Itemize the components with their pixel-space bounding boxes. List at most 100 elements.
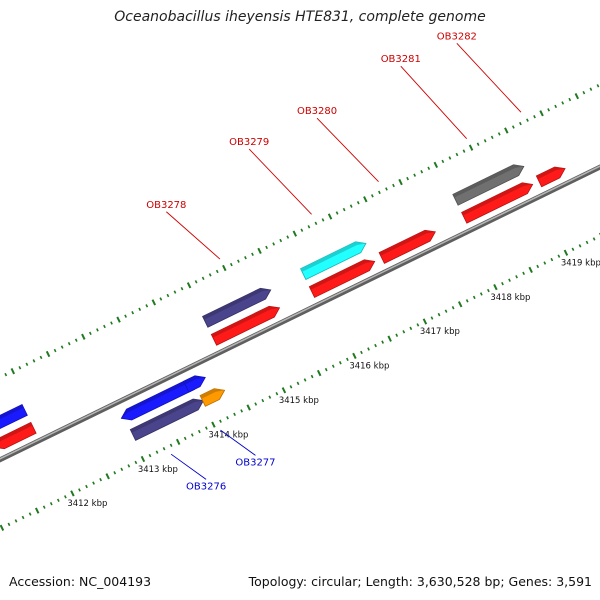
inner-tick-ring-tick bbox=[148, 453, 152, 458]
inner-tick-ring-tick bbox=[501, 281, 504, 286]
outer-tick-ring-tick bbox=[208, 273, 212, 277]
gene-arrow-bevel bbox=[130, 398, 204, 433]
outer-tick-ring-tick bbox=[4, 372, 8, 377]
outer-tick-ring-tick bbox=[18, 366, 22, 370]
gene-feature[interactable] bbox=[202, 287, 272, 328]
gene-label-ob3279[interactable]: OB3279 bbox=[229, 137, 312, 215]
outer-tick-ring-tick bbox=[406, 176, 409, 181]
outer-tick-ring-tick bbox=[88, 331, 92, 336]
inner-tick-ring-tick bbox=[281, 387, 287, 394]
inner-tick-ring-tick bbox=[303, 378, 307, 382]
gene-name: OB3279 bbox=[229, 137, 269, 148]
outer-tick-ring-tick bbox=[116, 316, 121, 323]
outer-tick-ring-tick bbox=[74, 338, 78, 342]
outer-tick-ring-tick bbox=[420, 170, 424, 174]
gene-label-ob3278[interactable]: OB3278 bbox=[146, 200, 221, 260]
gene-label-ob3277[interactable]: OB3277 bbox=[220, 429, 276, 468]
gene-name: OB3277 bbox=[235, 457, 275, 468]
inner-tick-ring-tick bbox=[457, 301, 463, 308]
gene-arrow-bevel bbox=[0, 422, 33, 442]
outer-tick-ring-tick bbox=[385, 187, 388, 191]
inner-tick-ring-tick bbox=[226, 416, 229, 420]
leader-line bbox=[170, 453, 207, 480]
gene-label-ob3276[interactable]: OB3276 bbox=[170, 453, 226, 492]
inner-tick-ring-tick bbox=[211, 421, 216, 428]
inner-tick-ring-tick bbox=[543, 261, 547, 265]
inner-tick-ring-tick bbox=[409, 326, 413, 331]
inner-tick-ring-tick bbox=[254, 402, 258, 406]
gene-feature[interactable] bbox=[461, 182, 534, 224]
inner-tick-ring-tick bbox=[387, 335, 392, 342]
inner-tick-ring-tick bbox=[7, 522, 11, 527]
outer-tick-ring-tick bbox=[151, 299, 157, 306]
gene-feature[interactable] bbox=[452, 164, 525, 206]
outer-tick-ring-tick bbox=[448, 156, 452, 160]
inner-tick-ring-tick bbox=[360, 350, 363, 355]
gene-feature[interactable] bbox=[308, 259, 376, 298]
outer-tick-ring-tick bbox=[441, 159, 445, 164]
gene-feature[interactable] bbox=[199, 388, 226, 407]
gene-feature[interactable] bbox=[183, 375, 206, 393]
inner-tick-ring-tick bbox=[557, 254, 561, 258]
inner-tick-ring-tick bbox=[331, 364, 335, 368]
gene-feature[interactable] bbox=[378, 229, 436, 264]
inner-tick-ring-tick bbox=[92, 481, 95, 485]
gene-label-ob3281[interactable]: OB3281 bbox=[381, 54, 468, 139]
inner-tick-ring-tick bbox=[316, 369, 322, 377]
gene-arrow-bevel bbox=[200, 388, 225, 399]
inner-tick-ring-tick bbox=[465, 299, 469, 303]
gene-feature[interactable] bbox=[0, 403, 28, 430]
outer-tick-ring-tick bbox=[378, 190, 381, 195]
inner-tick-ring-tick bbox=[275, 392, 279, 396]
inner-tick-ring-tick bbox=[246, 404, 251, 411]
gene-arrow-bevel bbox=[536, 166, 566, 180]
outer-tick-ring-tick bbox=[201, 276, 205, 281]
outer-tick-ring-tick bbox=[145, 304, 149, 308]
outer-tick-ring-tick bbox=[286, 235, 290, 239]
scale-label: 3419 kbp bbox=[561, 258, 600, 268]
gene-feature[interactable] bbox=[129, 398, 205, 441]
gene-arrow-bevel bbox=[452, 164, 524, 198]
outer-tick-ring-tick bbox=[349, 204, 353, 208]
inner-tick-ring-tick bbox=[70, 490, 75, 497]
inner-tick-ring-tick bbox=[42, 505, 46, 509]
inner-tick-ring-tick bbox=[268, 395, 272, 399]
inner-tick-ring-tick bbox=[493, 283, 498, 291]
inner-tick-ring-tick bbox=[374, 343, 377, 348]
gene-feature[interactable] bbox=[0, 421, 37, 450]
inner-tick-ring-tick bbox=[296, 381, 300, 386]
gene-label-ob3282[interactable]: OB3282 bbox=[437, 31, 522, 113]
outer-tick-ring-tick bbox=[363, 196, 368, 203]
backbone-highlight bbox=[0, 165, 600, 460]
inner-tick-ring-tick bbox=[134, 460, 138, 465]
inner-tick-ring-tick bbox=[522, 271, 526, 276]
inner-tick-ring-tick bbox=[402, 330, 406, 334]
outer-tick-ring-tick bbox=[166, 293, 170, 298]
gene-feature[interactable] bbox=[300, 241, 367, 280]
leader-line bbox=[166, 211, 221, 260]
gene-label-ob3280[interactable]: OB3280 bbox=[297, 106, 379, 182]
outer-tick-ring-tick bbox=[131, 311, 135, 315]
outer-tick-ring-tick bbox=[279, 238, 283, 243]
gene-arrow-bevel bbox=[300, 241, 366, 272]
gene-arrow bbox=[378, 229, 436, 264]
gene-feature[interactable] bbox=[210, 305, 281, 346]
leader-line bbox=[220, 429, 256, 456]
accession-text: Accession: NC_004193 bbox=[9, 574, 152, 589]
scale-label: 3418 kbp bbox=[490, 293, 530, 303]
outer-tick-ring-tick bbox=[596, 84, 600, 88]
gene-feature[interactable] bbox=[535, 166, 566, 188]
leader-line bbox=[400, 65, 468, 139]
outer-tick-ring-tick bbox=[539, 110, 544, 117]
inner-tick-ring-tick bbox=[536, 264, 540, 269]
outer-tick-ring-tick bbox=[81, 333, 86, 340]
inner-tick-ring-tick bbox=[120, 467, 124, 472]
gene-name: OB3280 bbox=[297, 106, 337, 117]
outer-tick-ring-tick bbox=[103, 324, 106, 329]
leader-line bbox=[456, 43, 522, 113]
inner-tick-ring-tick bbox=[190, 433, 194, 437]
inner-tick-ring-tick bbox=[422, 318, 428, 325]
inner-tick-ring-tick bbox=[352, 352, 357, 360]
outer-tick-ring-tick bbox=[194, 280, 198, 284]
outer-tick-ring-tick bbox=[229, 262, 233, 267]
